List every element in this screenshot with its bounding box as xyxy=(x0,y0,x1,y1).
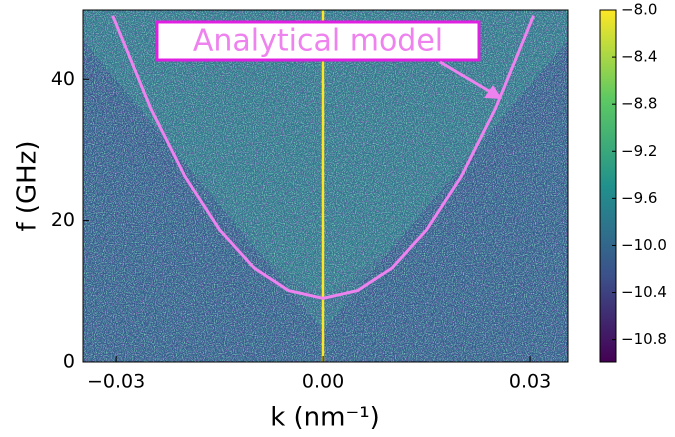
colorbar-tick-label: −8.8 xyxy=(621,95,657,113)
y-tick-label: 40 xyxy=(51,68,75,90)
colorbar-tick-label: −10.0 xyxy=(621,236,667,254)
colorbar-tick-label: −10.4 xyxy=(621,283,667,301)
colorbar xyxy=(599,9,617,363)
heatmap xyxy=(83,10,568,362)
x-tick-label: 0.03 xyxy=(509,371,551,393)
annotation-arrowhead xyxy=(484,85,502,99)
series-line xyxy=(111,15,535,300)
y-tick-label: 20 xyxy=(51,209,75,231)
colorbar-tick-label: −9.6 xyxy=(621,189,657,207)
annotation-arrow xyxy=(439,60,495,96)
y-tick-label: 0 xyxy=(63,351,75,373)
legend-box xyxy=(155,20,481,62)
y-axis-label: f (GHz) xyxy=(13,140,43,231)
colorbar-tick-label: −8.4 xyxy=(621,48,657,66)
colorbar-tick-label: −8.0 xyxy=(621,1,657,19)
legend-label: Analytical model xyxy=(193,24,443,59)
plot-frame xyxy=(82,9,569,363)
x-tick-label: 0.00 xyxy=(302,371,344,393)
colorbar-tick-label: −9.2 xyxy=(621,142,657,160)
x-tick-label: −0.03 xyxy=(87,371,145,393)
colorbar-tick-label: −10.8 xyxy=(621,330,667,348)
x-axis-label: k (nm⁻¹) xyxy=(270,403,380,433)
